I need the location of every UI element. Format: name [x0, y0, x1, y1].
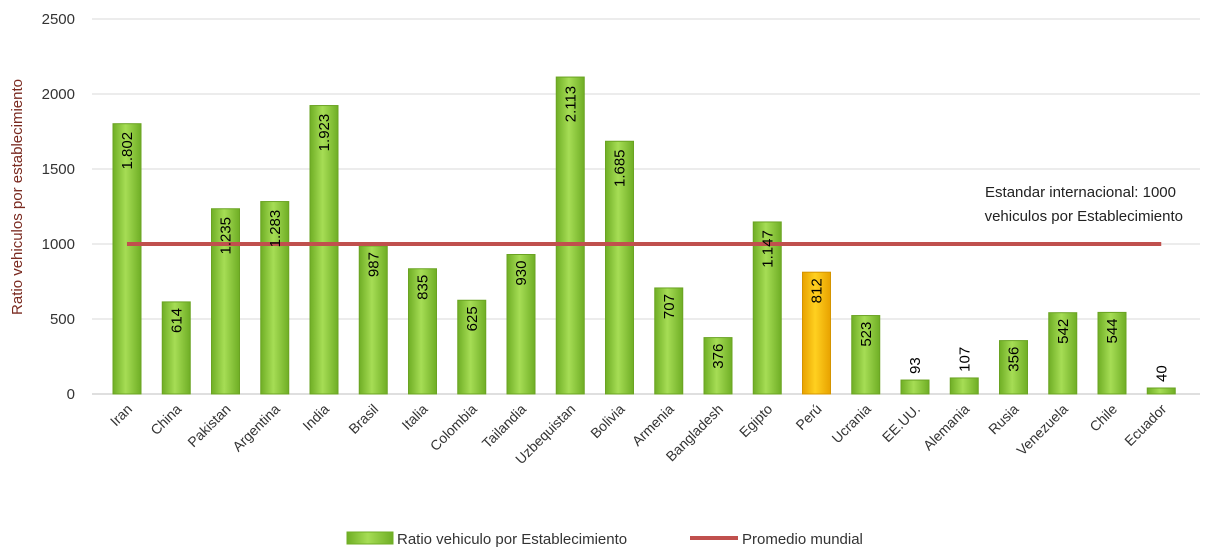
- data-label: 542: [1055, 319, 1072, 344]
- category-label: Ucrania: [828, 401, 874, 447]
- y-tick-label: 500: [50, 311, 75, 328]
- category-label: Perú: [792, 401, 824, 433]
- category-label: Alemania: [920, 401, 973, 454]
- data-label: 1.802: [119, 132, 136, 170]
- y-axis-ticks: 0 500 1000 1500 2000 2500: [42, 11, 75, 403]
- category-label: Chile: [1086, 401, 1120, 435]
- bar: [211, 208, 240, 395]
- category-label: Venezuela: [1013, 401, 1071, 459]
- category-label: Pakistan: [184, 401, 233, 450]
- data-label: 1.147: [759, 230, 776, 268]
- data-label: 930: [513, 261, 530, 286]
- bar: [161, 301, 191, 395]
- bar: [703, 337, 733, 395]
- bar: [555, 76, 585, 395]
- y-axis-label: Ratio vehiculos por establecimiento: [9, 79, 26, 315]
- category-label: Argentina: [229, 401, 283, 455]
- category-label: Ecuador: [1121, 401, 1169, 449]
- y-tick-label: 2500: [42, 11, 75, 28]
- y-tick-label: 2000: [42, 86, 75, 103]
- bar: [1146, 387, 1176, 395]
- legend-swatch-bar: [346, 531, 394, 545]
- bar: [457, 299, 487, 395]
- category-label: India: [299, 401, 332, 434]
- category-label: Italia: [398, 401, 430, 433]
- data-labels: 1.802 614 1.235 1.283 1.923 987 835 625 930 2.113…: [119, 86, 1170, 382]
- bar: [506, 254, 536, 395]
- y-tick-label: 0: [67, 386, 75, 403]
- data-label: 835: [415, 275, 432, 300]
- bars: [112, 76, 1176, 395]
- data-label: 614: [168, 308, 185, 333]
- data-label: 544: [1104, 318, 1121, 343]
- data-label: 523: [858, 322, 875, 347]
- bar: [851, 315, 881, 395]
- category-label: Brasil: [345, 401, 381, 437]
- data-label: 93: [907, 357, 924, 374]
- category-label: China: [147, 401, 184, 438]
- data-label: 1.685: [612, 149, 629, 187]
- bar: [999, 340, 1028, 395]
- category-label: Colombia: [427, 401, 480, 454]
- bar: [112, 123, 142, 395]
- legend-label-line: Promedio mundial: [742, 531, 863, 548]
- data-label: 707: [661, 294, 678, 319]
- data-label: 1.923: [316, 114, 333, 152]
- legend-label-bar: Ratio vehiculo por Establecimiento: [397, 531, 627, 548]
- bar: [408, 268, 437, 395]
- y-tick-label: 1000: [42, 236, 75, 253]
- data-label: 1.235: [218, 217, 235, 255]
- data-label: 2.113: [562, 86, 579, 122]
- data-label: 107: [956, 347, 973, 372]
- data-label: 625: [464, 306, 481, 331]
- bar: [1048, 312, 1078, 395]
- category-label: Tailandia: [479, 401, 530, 452]
- bar: [260, 201, 290, 395]
- category-label: Egipto: [736, 401, 776, 441]
- bar: [949, 377, 979, 395]
- bar: [1097, 311, 1127, 395]
- bar: [752, 221, 782, 395]
- gridlines: [92, 18, 1200, 395]
- category-label: EE.UU.: [879, 401, 923, 445]
- category-label: Bolivia: [587, 401, 628, 442]
- annotation-line-2: vehiculos por Establecimiento: [985, 208, 1183, 225]
- bar: [309, 105, 339, 395]
- category-label: Rusia: [985, 401, 1022, 438]
- bar: [605, 140, 634, 395]
- data-label: 356: [1006, 347, 1023, 372]
- annotation-line-1: Estandar internacional: 1000: [985, 184, 1176, 201]
- category-label: Armenia: [629, 401, 677, 449]
- bar: [358, 245, 388, 395]
- bar: [900, 379, 930, 395]
- data-label: 376: [710, 344, 727, 369]
- data-label: 812: [809, 278, 826, 303]
- data-label: 1.283: [267, 210, 284, 248]
- bar: [654, 287, 684, 395]
- y-tick-label: 1500: [42, 161, 75, 178]
- bar: [802, 271, 831, 395]
- data-label: 40: [1153, 365, 1170, 382]
- legend: Ratio vehiculo por Establecimiento Prome…: [346, 531, 863, 548]
- category-label: Iran: [107, 401, 135, 429]
- data-label: 987: [365, 252, 382, 277]
